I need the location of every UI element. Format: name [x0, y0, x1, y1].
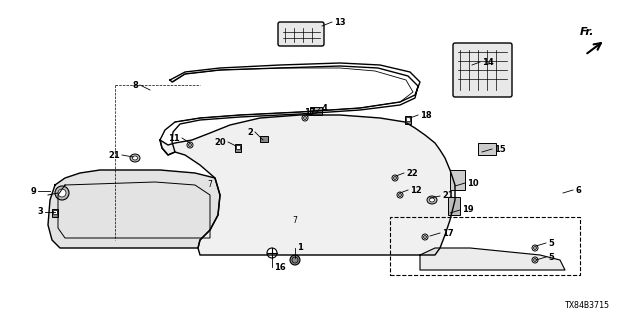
Text: 15: 15	[494, 145, 506, 154]
Text: 13: 13	[334, 18, 346, 27]
Bar	[310, 107, 322, 115]
Bar	[450, 170, 465, 190]
Text: 8: 8	[132, 81, 138, 90]
Text: TX84B3715: TX84B3715	[565, 301, 610, 310]
Circle shape	[397, 192, 403, 198]
Circle shape	[399, 194, 401, 196]
Text: 11: 11	[168, 133, 180, 142]
Text: 7: 7	[292, 216, 298, 225]
Bar	[236, 145, 240, 149]
Circle shape	[532, 257, 538, 263]
Ellipse shape	[132, 156, 138, 160]
Polygon shape	[160, 115, 455, 255]
Polygon shape	[48, 170, 220, 248]
Text: 19: 19	[462, 205, 474, 214]
Polygon shape	[420, 248, 565, 270]
Circle shape	[424, 236, 426, 238]
Text: 1: 1	[297, 244, 303, 252]
Bar	[235, 144, 241, 152]
Text: 16: 16	[274, 262, 285, 271]
Ellipse shape	[429, 198, 435, 202]
Bar	[478, 143, 496, 155]
Circle shape	[187, 142, 193, 148]
Text: 21: 21	[108, 150, 120, 159]
Text: 22: 22	[406, 169, 418, 178]
Circle shape	[534, 259, 536, 261]
Text: 9: 9	[30, 187, 36, 196]
Bar	[406, 117, 410, 121]
Circle shape	[532, 245, 538, 251]
FancyBboxPatch shape	[278, 22, 324, 46]
Text: 4: 4	[322, 103, 328, 113]
Text: 7: 7	[207, 180, 212, 189]
Text: 10: 10	[467, 179, 479, 188]
Circle shape	[392, 175, 398, 181]
Text: 6: 6	[575, 186, 581, 195]
Circle shape	[189, 143, 191, 147]
Text: 17: 17	[442, 228, 454, 237]
Bar	[448, 197, 460, 215]
Text: 3: 3	[37, 207, 43, 217]
Bar	[53, 210, 57, 214]
Circle shape	[290, 255, 300, 265]
Text: 5: 5	[548, 252, 554, 261]
Circle shape	[55, 186, 69, 200]
Text: Fr.: Fr.	[580, 27, 595, 37]
Circle shape	[394, 177, 397, 180]
FancyBboxPatch shape	[453, 43, 512, 97]
Text: 17: 17	[305, 108, 316, 116]
Ellipse shape	[130, 154, 140, 162]
Text: 20: 20	[214, 138, 226, 147]
Bar	[52, 209, 58, 217]
Ellipse shape	[427, 196, 437, 204]
Text: 18: 18	[420, 110, 431, 119]
Circle shape	[422, 234, 428, 240]
Bar	[390, 217, 580, 275]
Text: 21: 21	[442, 191, 454, 201]
Text: 12: 12	[410, 186, 422, 195]
Circle shape	[303, 116, 307, 119]
Text: 5: 5	[548, 238, 554, 247]
Bar	[405, 116, 411, 124]
Circle shape	[302, 115, 308, 121]
Text: 14: 14	[482, 58, 493, 67]
Circle shape	[58, 189, 66, 197]
Text: 2: 2	[247, 127, 253, 137]
Bar	[260, 136, 268, 142]
Circle shape	[267, 248, 277, 258]
Circle shape	[534, 246, 536, 250]
